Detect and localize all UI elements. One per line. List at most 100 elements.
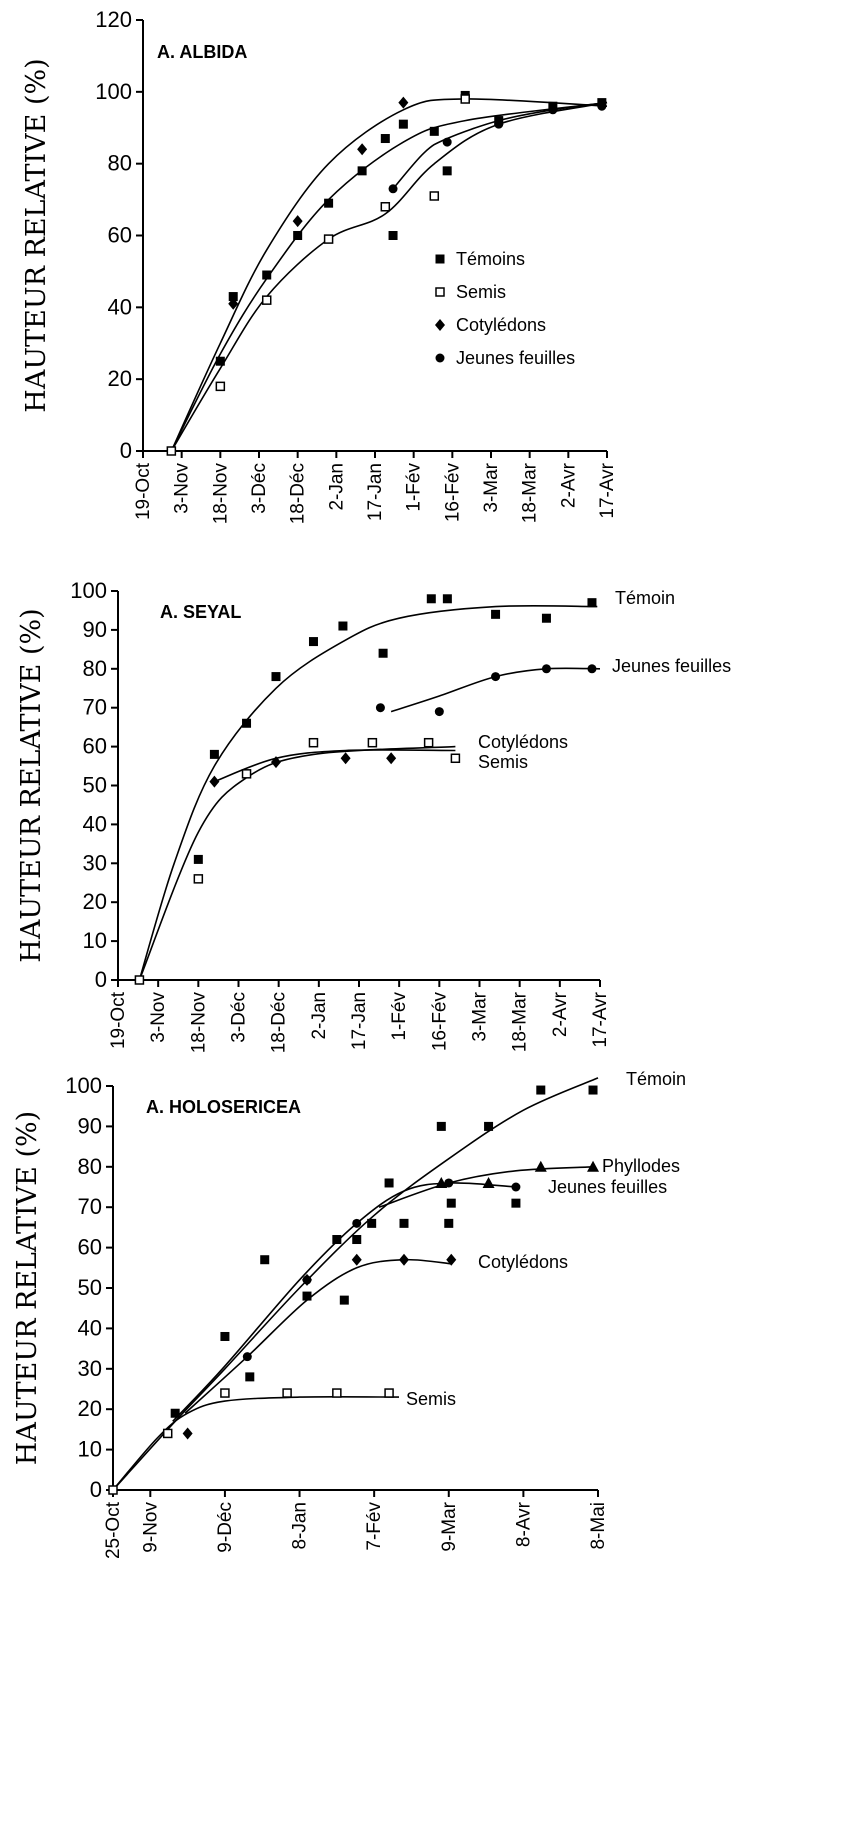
x-tick-label: 25-Oct — [103, 1501, 124, 1559]
x-tick-label: 9-Mar — [439, 1501, 460, 1551]
fit-curve-semis — [138, 745, 456, 981]
y-tick-label: 0 — [90, 1477, 102, 1502]
data-point-open-square — [162, 1428, 173, 1439]
x-tick-label: 19-Oct — [108, 991, 129, 1049]
data-point-filled-circle — [375, 703, 385, 713]
data-point-open-square — [450, 753, 461, 764]
data-point-filled-square — [324, 198, 334, 208]
data-point-open-square — [215, 381, 226, 392]
fit-curve-semis — [112, 1395, 400, 1491]
data-point-filled-square — [436, 1121, 446, 1131]
data-point-filled-square — [308, 637, 318, 647]
series-label: Témoin — [626, 1069, 686, 1089]
x-tick-label: 18-Mar — [520, 462, 541, 523]
data-point-filled-circle — [434, 707, 444, 717]
data-point-filled-circle — [444, 1178, 454, 1188]
data-point-open-square — [429, 191, 440, 201]
y-tick-label: 100 — [65, 1073, 102, 1098]
y-tick-label: 0 — [120, 438, 132, 463]
x-tick-label: 8-Jan — [290, 1502, 311, 1550]
data-point-filled-diamond — [340, 752, 351, 765]
y-tick-label: 20 — [108, 366, 132, 391]
legend-label: Témoins — [456, 249, 525, 269]
data-point-open-square — [220, 1388, 230, 1398]
y-tick-label: 40 — [83, 811, 107, 836]
data-point-filled-square — [446, 1198, 456, 1208]
data-point-filled-diamond — [182, 1427, 193, 1440]
data-point-open-square — [332, 1388, 342, 1398]
x-tick-label: 3-Mar — [481, 462, 502, 512]
fit-curve-phyllodes — [378, 1166, 594, 1208]
x-tick-label: 16-Fév — [442, 463, 463, 523]
x-tick-label: 19-Oct — [133, 462, 154, 520]
chart-panel-3: 0 10 20 30 40 50 60 70 80 90 100 25-Oct 9-Nov 9-Déc 8-… — [12, 1069, 686, 1559]
data-point-filled-square — [215, 356, 225, 366]
fit-curve-t-moin — [138, 604, 598, 981]
series-label: Semis — [478, 752, 528, 772]
data-point-filled-diamond — [446, 1253, 457, 1266]
y-tick-label: 100 — [70, 578, 107, 603]
data-point-open-square — [241, 769, 252, 779]
data-point-filled-square — [484, 1121, 494, 1131]
y-axis-label: HAUTEUR RELATIVE (%) — [16, 608, 47, 962]
y-tick-label: 30 — [83, 850, 107, 875]
data-point-filled-circle — [548, 105, 558, 115]
series-label: Jeunes feuilles — [548, 1177, 667, 1197]
data-point-filled-diamond — [398, 96, 409, 109]
data-point-filled-triangle — [435, 1176, 448, 1188]
data-point-filled-square — [357, 166, 367, 176]
data-point-filled-square — [332, 1235, 342, 1245]
data-point-filled-square — [260, 1255, 270, 1265]
x-tick-label: 17-Jan — [349, 992, 370, 1050]
chart-title: A. ALBIDA — [157, 42, 247, 62]
x-tick-label: 17-Jan — [365, 463, 386, 521]
y-axis-label: HAUTEUR RELATIVE (%) — [12, 1111, 43, 1465]
data-point-filled-diamond — [292, 215, 303, 228]
data-point-filled-diamond — [228, 297, 239, 310]
y-tick-label: 120 — [95, 7, 132, 32]
x-tick-label: 8-Mai — [588, 1502, 609, 1550]
fit-curve-jeunes-feuilles — [392, 101, 608, 190]
data-point-filled-square — [228, 292, 238, 302]
x-tick-label: 3-Nov — [172, 463, 193, 514]
data-point-open-square — [460, 94, 470, 104]
data-point-filled-square — [170, 1408, 180, 1418]
data-point-filled-circle — [587, 664, 597, 674]
data-point-filled-square — [587, 598, 597, 608]
y-tick-label: 20 — [83, 889, 107, 914]
legend-marker — [435, 319, 445, 331]
x-tick-label: 18-Nov — [188, 992, 209, 1054]
data-point-filled-triangle — [587, 1160, 600, 1172]
data-point-filled-square — [444, 1218, 454, 1228]
data-point-filled-square — [193, 854, 203, 864]
data-point-filled-diamond — [351, 1253, 362, 1266]
data-point-open-square — [282, 1388, 292, 1398]
data-point-filled-square — [426, 594, 436, 604]
y-tick-label: 50 — [83, 773, 107, 798]
series-label: Semis — [406, 1389, 456, 1409]
y-tick-label: 60 — [78, 1235, 102, 1260]
data-point-filled-circle — [442, 137, 452, 147]
x-tick-label: 16-Fév — [429, 992, 450, 1052]
data-point-filled-square — [380, 134, 390, 144]
data-point-filled-circle — [597, 101, 607, 111]
series-label: Cotylédons — [478, 1252, 568, 1272]
legend-marker — [435, 353, 445, 363]
data-point-open-square — [261, 295, 272, 305]
x-tick-label: 2-Avr — [550, 991, 571, 1037]
data-point-filled-square — [399, 1218, 409, 1228]
fit-curve-cotyl-dons — [170, 98, 608, 452]
legend-marker — [435, 254, 445, 264]
y-tick-label: 10 — [83, 928, 107, 953]
x-tick-label: 3-Déc — [229, 992, 250, 1043]
data-point-filled-circle — [494, 119, 504, 129]
data-point-filled-square — [511, 1198, 521, 1208]
y-tick-label: 10 — [78, 1437, 102, 1462]
data-point-filled-square — [220, 1331, 230, 1341]
data-point-filled-square — [302, 1291, 312, 1301]
x-tick-label: 1-Fév — [389, 992, 410, 1041]
data-point-filled-diamond — [357, 143, 368, 156]
data-point-filled-square — [352, 1235, 362, 1245]
data-point-filled-square — [367, 1218, 377, 1228]
data-point-filled-square — [378, 648, 388, 658]
